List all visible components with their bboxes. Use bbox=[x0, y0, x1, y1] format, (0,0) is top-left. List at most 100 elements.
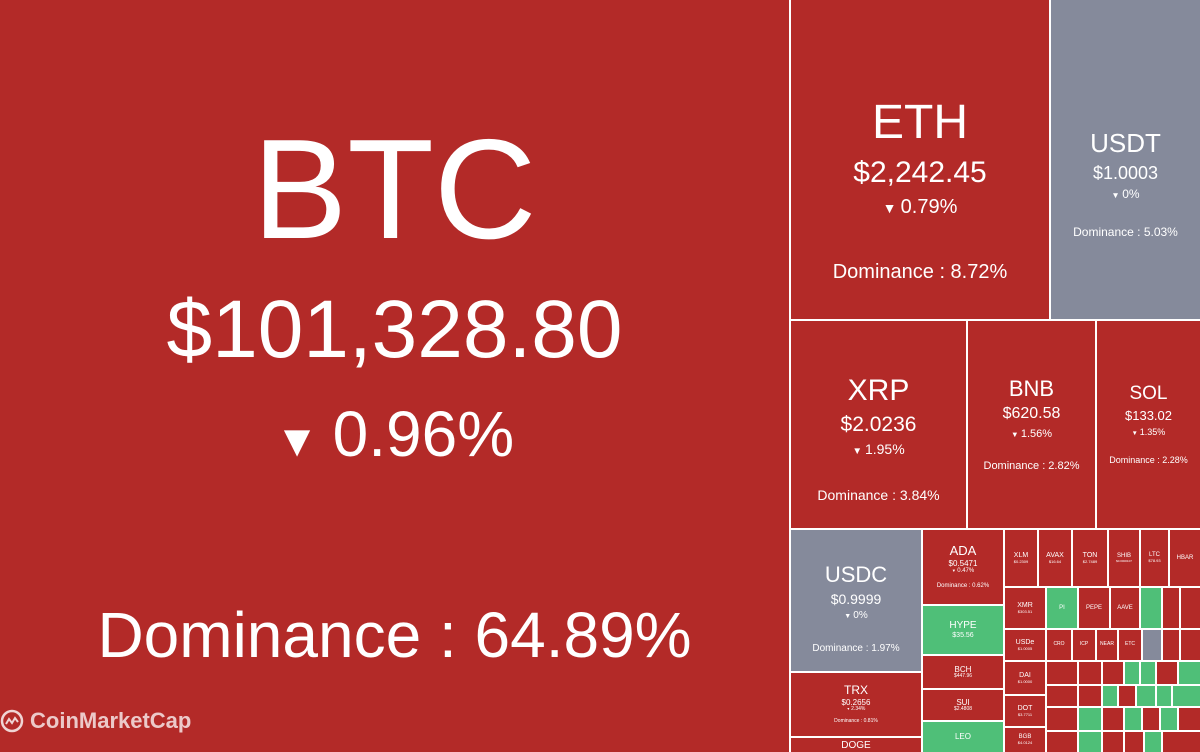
tile-small-g5[interactable] bbox=[1103, 686, 1117, 706]
down-arrow-icon: ▼ bbox=[274, 415, 320, 466]
eth-change: ▼ 0.79% bbox=[882, 196, 958, 219]
tile-sol[interactable]: SOL $133.02 ▼ 1.35% Dominance : 2.28% bbox=[1097, 321, 1200, 528]
xrp-price: $2.0236 bbox=[840, 412, 917, 436]
tile-small-r9[interactable] bbox=[1047, 686, 1077, 706]
tile-cro[interactable]: CRO bbox=[1047, 630, 1071, 660]
tile-doge[interactable]: DOGE bbox=[791, 738, 921, 752]
tile-pepe[interactable]: PEPE bbox=[1079, 588, 1109, 628]
xrp-change: ▼ 1.95% bbox=[852, 440, 905, 457]
usdt-dominance: Dominance : 5.03% bbox=[1073, 224, 1178, 239]
tile-small-g6[interactable] bbox=[1137, 686, 1155, 706]
tile-small-r14[interactable] bbox=[1143, 708, 1159, 730]
tile-small-r7[interactable] bbox=[1103, 662, 1123, 684]
tile-ltc[interactable]: LTC $78.93 bbox=[1141, 530, 1168, 586]
down-arrow-icon: ▼ bbox=[1131, 430, 1138, 438]
bgb-symbol: BGB bbox=[1018, 734, 1032, 741]
tile-eth[interactable]: ETH $2,242.45 ▼ 0.79% Dominance : 8.72% bbox=[791, 0, 1049, 319]
down-arrow-icon: ▼ bbox=[951, 568, 956, 574]
coinmarketcap-icon bbox=[0, 709, 24, 733]
usdt-symbol: USDT bbox=[1090, 128, 1161, 159]
tile-small-g4[interactable] bbox=[1179, 662, 1200, 684]
tile-xmr[interactable]: XMR $303.51 bbox=[1005, 588, 1045, 628]
tile-small-r11[interactable] bbox=[1119, 686, 1135, 706]
tile-bnb[interactable]: BNB $620.58 ▼ 1.56% Dominance : 2.82% bbox=[968, 321, 1095, 528]
tile-small-r15[interactable] bbox=[1179, 708, 1200, 730]
pi-symbol: PI bbox=[1059, 604, 1065, 611]
usdt-change: ▼ 0% bbox=[1111, 186, 1140, 201]
tile-small-g8[interactable] bbox=[1173, 686, 1200, 706]
btc-symbol: BTC bbox=[252, 110, 537, 270]
tile-small-g3[interactable] bbox=[1141, 662, 1155, 684]
tile-dot[interactable]: DOT $3.7711 bbox=[1005, 696, 1045, 726]
bch-price: $447.96 bbox=[953, 672, 973, 679]
tile-small-r1[interactable] bbox=[1163, 588, 1179, 628]
tile-trx[interactable]: TRX $0.2656 ▼2.34% Dominance : 0.81% bbox=[791, 673, 921, 736]
tile-btc[interactable]: BTC $101,328.80 ▼ 0.96% Dominance : 64.89… bbox=[0, 0, 789, 752]
aave-symbol: AAVE bbox=[1117, 604, 1133, 611]
tile-small-r12[interactable] bbox=[1047, 708, 1077, 730]
tile-small-r6[interactable] bbox=[1079, 662, 1101, 684]
tile-small-g12[interactable] bbox=[1079, 732, 1101, 752]
tile-xrp[interactable]: XRP $2.0236 ▼ 1.95% Dominance : 3.84% bbox=[791, 321, 966, 528]
tile-small-r19[interactable] bbox=[1163, 732, 1200, 752]
tile-small-r3[interactable] bbox=[1163, 630, 1179, 660]
tile-small-g7[interactable] bbox=[1157, 686, 1171, 706]
trx-price: $0.2656 bbox=[841, 698, 871, 708]
tile-usdc[interactable]: USDC $0.9999 ▼ 0% Dominance : 1.97% bbox=[791, 530, 921, 671]
ltc-price: $78.93 bbox=[1148, 558, 1161, 564]
down-arrow-icon: ▼ bbox=[852, 445, 863, 457]
ton-symbol: TON bbox=[1082, 551, 1098, 559]
tile-bch[interactable]: BCH $447.96 bbox=[923, 656, 1003, 688]
tile-aave[interactable]: AAVE bbox=[1111, 588, 1139, 628]
tile-dai[interactable]: DAI $1.0000 bbox=[1005, 662, 1045, 694]
tile-pi[interactable]: PI bbox=[1047, 588, 1077, 628]
usdc-dominance: Dominance : 1.97% bbox=[812, 643, 900, 655]
tile-hype[interactable]: HYPE $35.56 bbox=[923, 606, 1003, 654]
tile-small-g10[interactable] bbox=[1125, 708, 1141, 730]
bnb-dominance: Dominance : 2.82% bbox=[983, 460, 1080, 473]
tile-etc[interactable]: ETC bbox=[1119, 630, 1141, 660]
tile-small-g11[interactable] bbox=[1161, 708, 1177, 730]
tile-sui[interactable]: SUI $2.4808 bbox=[923, 690, 1003, 720]
tile-small-r16[interactable] bbox=[1047, 732, 1077, 752]
tile-bgb[interactable]: BGB $4.0124 bbox=[1005, 728, 1045, 752]
bnb-price: $620.58 bbox=[1002, 405, 1061, 423]
tile-small-r8[interactable] bbox=[1157, 662, 1177, 684]
tile-hbar[interactable]: HBAR bbox=[1170, 530, 1200, 586]
tile-small-r5[interactable] bbox=[1047, 662, 1077, 684]
xlm-symbol: XLM bbox=[1013, 551, 1029, 559]
xlm-price: $0.2309 bbox=[1013, 558, 1029, 564]
tile-small-g2[interactable] bbox=[1125, 662, 1139, 684]
eth-price: $2,242.45 bbox=[853, 155, 987, 189]
tile-icp[interactable]: ICP bbox=[1073, 630, 1095, 660]
tile-usdt[interactable]: USDT $1.0003 ▼ 0% Dominance : 5.03% bbox=[1051, 0, 1200, 319]
shib-price: $0.0000107 bbox=[1116, 558, 1132, 563]
tile-small-g13[interactable] bbox=[1145, 732, 1161, 752]
tile-small-r17[interactable] bbox=[1103, 732, 1123, 752]
xmr-symbol: XMR bbox=[1017, 601, 1033, 609]
tile-shib[interactable]: SHIB $0.0000107 bbox=[1109, 530, 1139, 586]
tile-near[interactable]: NEAR bbox=[1097, 630, 1117, 660]
tile-small-r13[interactable] bbox=[1103, 708, 1123, 730]
tile-small-r4[interactable] bbox=[1181, 630, 1200, 660]
sol-change: ▼ 1.35% bbox=[1131, 427, 1166, 438]
brand-name: CoinMarketCap bbox=[30, 708, 192, 733]
tile-small-g9[interactable] bbox=[1079, 708, 1101, 730]
bnb-change: ▼ 1.56% bbox=[1010, 427, 1053, 440]
tile-usde[interactable]: USDe $1.0005 bbox=[1005, 630, 1045, 660]
hype-price: $35.56 bbox=[952, 631, 974, 639]
tile-ada[interactable]: ADA $0.5471 ▼0.47% Dominance : 0.62% bbox=[923, 530, 1003, 604]
tile-leo[interactable]: LEO bbox=[923, 722, 1003, 752]
tile-ton[interactable]: TON $2.7489 bbox=[1073, 530, 1107, 586]
tile-small-gray1[interactable] bbox=[1143, 630, 1161, 660]
usdc-change: ▼ 0% bbox=[844, 609, 868, 621]
tile-small-g1[interactable] bbox=[1141, 588, 1161, 628]
ada-change: ▼0.47% bbox=[951, 568, 975, 575]
ton-price: $2.7489 bbox=[1082, 558, 1098, 564]
tile-avax[interactable]: AVAX $16.64 bbox=[1039, 530, 1071, 586]
tile-small-r18[interactable] bbox=[1125, 732, 1143, 752]
shib-symbol: SHIB bbox=[1116, 552, 1131, 559]
tile-small-r2[interactable] bbox=[1181, 588, 1200, 628]
tile-xlm[interactable]: XLM $0.2309 bbox=[1005, 530, 1037, 586]
tile-small-r10[interactable] bbox=[1079, 686, 1101, 706]
